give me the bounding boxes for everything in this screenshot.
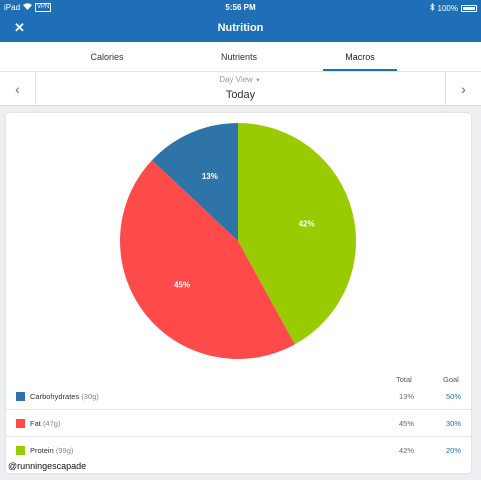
pie-label-protein: 42% <box>299 219 315 228</box>
tab-calories[interactable]: Calories <box>90 52 124 62</box>
goal-column-header: Goal <box>443 375 459 384</box>
day-view-label: Day View <box>219 75 253 84</box>
status-time: 5:56 PM <box>225 3 256 12</box>
prev-day-button[interactable]: ‹ <box>0 72 36 106</box>
macro-total: 45% <box>399 419 415 428</box>
battery-icon <box>461 4 477 12</box>
tab-nutrients[interactable]: Nutrients <box>220 52 257 62</box>
macro-name: Fat <box>30 419 41 428</box>
row-label: Fat (47g) <box>30 419 60 428</box>
macros-pie-chart: 42% 45% 13% <box>120 123 356 359</box>
protein-swatch <box>16 446 25 455</box>
nav-bar: ✕ Nutrition <box>0 16 481 42</box>
active-tab-indicator <box>323 69 397 71</box>
table-row-fat: Fat (47g) 45% 30% <box>6 410 471 437</box>
caret-down-icon: ▼ <box>254 78 261 84</box>
row-label: Protein (99g) <box>30 446 73 455</box>
status-left: iPad VPN <box>4 3 52 12</box>
table-row-protein: Protein (99g) 42% 20% <box>6 437 471 464</box>
macro-name: Protein <box>30 446 54 455</box>
chevron-left-icon: ‹ <box>15 81 20 97</box>
pie-label-carbohydrates: 13% <box>202 172 218 181</box>
status-bar: iPad VPN 5:56 PM 100% <box>0 0 481 16</box>
macro-grams: (99g) <box>55 446 74 455</box>
macros-card: 42% 45% 13% Total Goal Carbohydrates (30g)… <box>6 113 471 473</box>
macro-goal[interactable]: 20% <box>446 446 462 455</box>
macro-total: 13% <box>399 392 415 401</box>
close-icon[interactable]: ✕ <box>14 20 25 35</box>
vpn-badge: VPN <box>35 3 52 12</box>
fat-swatch <box>16 419 25 428</box>
pie-slice-protein <box>238 123 356 345</box>
row-label: Carbohydrates (30g) <box>30 392 99 401</box>
watermark-text: @runningescapade <box>8 461 87 471</box>
status-right: 100% <box>429 2 477 13</box>
pie-slice-carbohydrates <box>151 123 238 241</box>
total-column-header: Total <box>396 375 412 384</box>
day-view-select[interactable]: Day View ▼ <box>200 75 280 84</box>
table-row-carbohydrates: Carbohydrates (30g) 13% 50% <box>6 383 471 410</box>
date-navigator: ‹ Day View ▼ Today › <box>0 72 481 106</box>
wifi-icon <box>23 3 33 12</box>
battery-percent: 100% <box>437 3 458 13</box>
next-day-button[interactable]: › <box>445 72 481 106</box>
pie-label-fat: 45% <box>174 280 190 289</box>
bluetooth-icon <box>429 2 435 13</box>
macro-name: Carbohydrates <box>30 392 80 401</box>
current-day-label: Today <box>225 89 256 101</box>
chevron-right-icon: › <box>461 81 466 97</box>
page-title: Nutrition <box>217 22 264 34</box>
macro-goal[interactable]: 30% <box>446 419 462 428</box>
macro-total: 42% <box>399 446 415 455</box>
tab-macros[interactable]: Macros <box>345 52 375 62</box>
pie-slice-fat <box>120 160 295 359</box>
macro-grams: (47g) <box>42 419 61 428</box>
carbohydrates-swatch <box>16 392 25 401</box>
macro-goal[interactable]: 50% <box>446 392 462 401</box>
tab-bar: Calories Nutrients Macros <box>0 42 481 72</box>
device-label: iPad <box>4 3 21 12</box>
macro-grams: (30g) <box>81 392 99 401</box>
